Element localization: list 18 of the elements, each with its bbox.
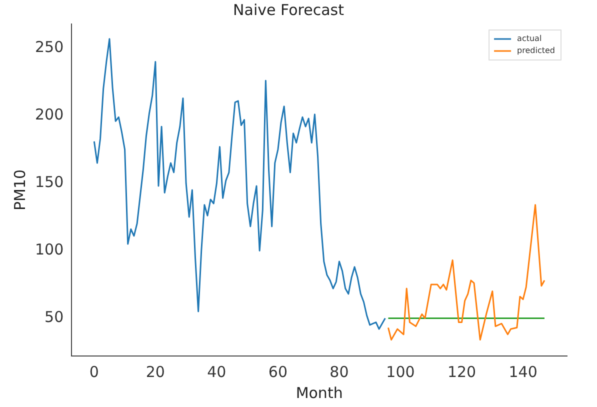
y-axis-title: PM10 xyxy=(10,169,29,211)
x-tick-label: 80 xyxy=(330,362,349,381)
y-tick-label: 100 xyxy=(34,240,64,259)
x-tick-label: 60 xyxy=(268,362,288,381)
x-tick-label: 120 xyxy=(447,362,476,381)
y-tick-label: 150 xyxy=(34,173,64,192)
x-tick-label: 0 xyxy=(89,362,99,381)
y-tick-label: 50 xyxy=(44,308,64,326)
x-axis-title: Month xyxy=(296,384,343,402)
legend-label: predicted xyxy=(517,46,556,56)
x-tick-label: 100 xyxy=(386,362,415,381)
x-tick-label: 140 xyxy=(508,362,538,381)
y-tick-label: 200 xyxy=(34,106,64,124)
x-tick-label: 20 xyxy=(146,362,165,381)
x-tick-label: 40 xyxy=(207,362,226,381)
y-tick-label: 250 xyxy=(34,38,64,56)
chart-title: Naive Forecast xyxy=(233,0,344,19)
legend-label: actual xyxy=(517,34,542,44)
